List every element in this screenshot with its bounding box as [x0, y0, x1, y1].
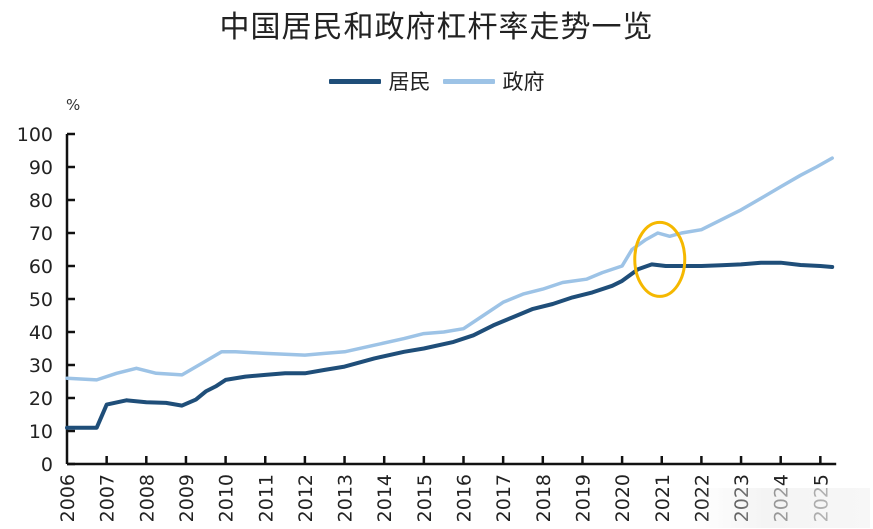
x-tick-label: 2016 [454, 474, 476, 522]
y-tick-label: 30 [29, 355, 53, 377]
series-line-residents [65, 260, 835, 430]
x-tick-label: 2013 [335, 474, 357, 522]
highlight-ellipse [633, 220, 687, 298]
legend-label-residents: 居民 [388, 70, 431, 94]
chart-title: 中国居民和政府杠杆率走势一览 [219, 10, 654, 45]
x-tick-label: 2006 [57, 474, 79, 522]
legend-swatch-government [442, 78, 495, 84]
y-tick-label: 90 [29, 157, 53, 179]
y-tick-label: 100 [17, 124, 53, 146]
y-tick-label: 80 [29, 190, 53, 212]
legend: 居民 政府 [0, 66, 873, 96]
x-tick-label: 2019 [572, 474, 594, 522]
y-tick-label: 60 [29, 256, 53, 278]
y-tick-label: 0 [41, 454, 53, 476]
x-tick-label: 2011 [255, 474, 277, 522]
legend-item-residents: 居民 [328, 66, 431, 96]
x-tick-label: 2018 [533, 474, 555, 522]
x-tick-label: 2012 [295, 474, 317, 522]
legend-swatch-residents [328, 78, 381, 84]
watermark-overlay [695, 488, 870, 528]
x-tick-label: 2021 [652, 474, 674, 522]
y-tick-label: 40 [29, 322, 53, 344]
x-tick-label: 2010 [216, 474, 238, 522]
x-tick-label: 2015 [414, 474, 436, 522]
y-tick-label: 70 [29, 223, 53, 245]
legend-label-government: 政府 [502, 70, 545, 94]
x-tick-label: 2008 [136, 474, 158, 522]
x-tick-label: 2009 [176, 474, 198, 522]
x-tick-label: 2017 [493, 474, 515, 522]
y-tick-label: 50 [29, 289, 53, 311]
y-tick-label: 10 [29, 421, 53, 443]
series-lines [65, 156, 835, 430]
legend-item-government: 政府 [442, 66, 545, 96]
x-tick-label: 2014 [374, 474, 396, 522]
x-tick-label: 2020 [612, 474, 634, 522]
series-line-government [65, 156, 834, 382]
y-axis-unit: % [66, 96, 81, 114]
x-tick-label: 2007 [97, 474, 119, 522]
y-tick-label: 20 [29, 388, 53, 410]
axes: 0 10 20 30 40 50 60 70 80 90 100 2006 2007 2008 2009 20… [17, 124, 837, 522]
